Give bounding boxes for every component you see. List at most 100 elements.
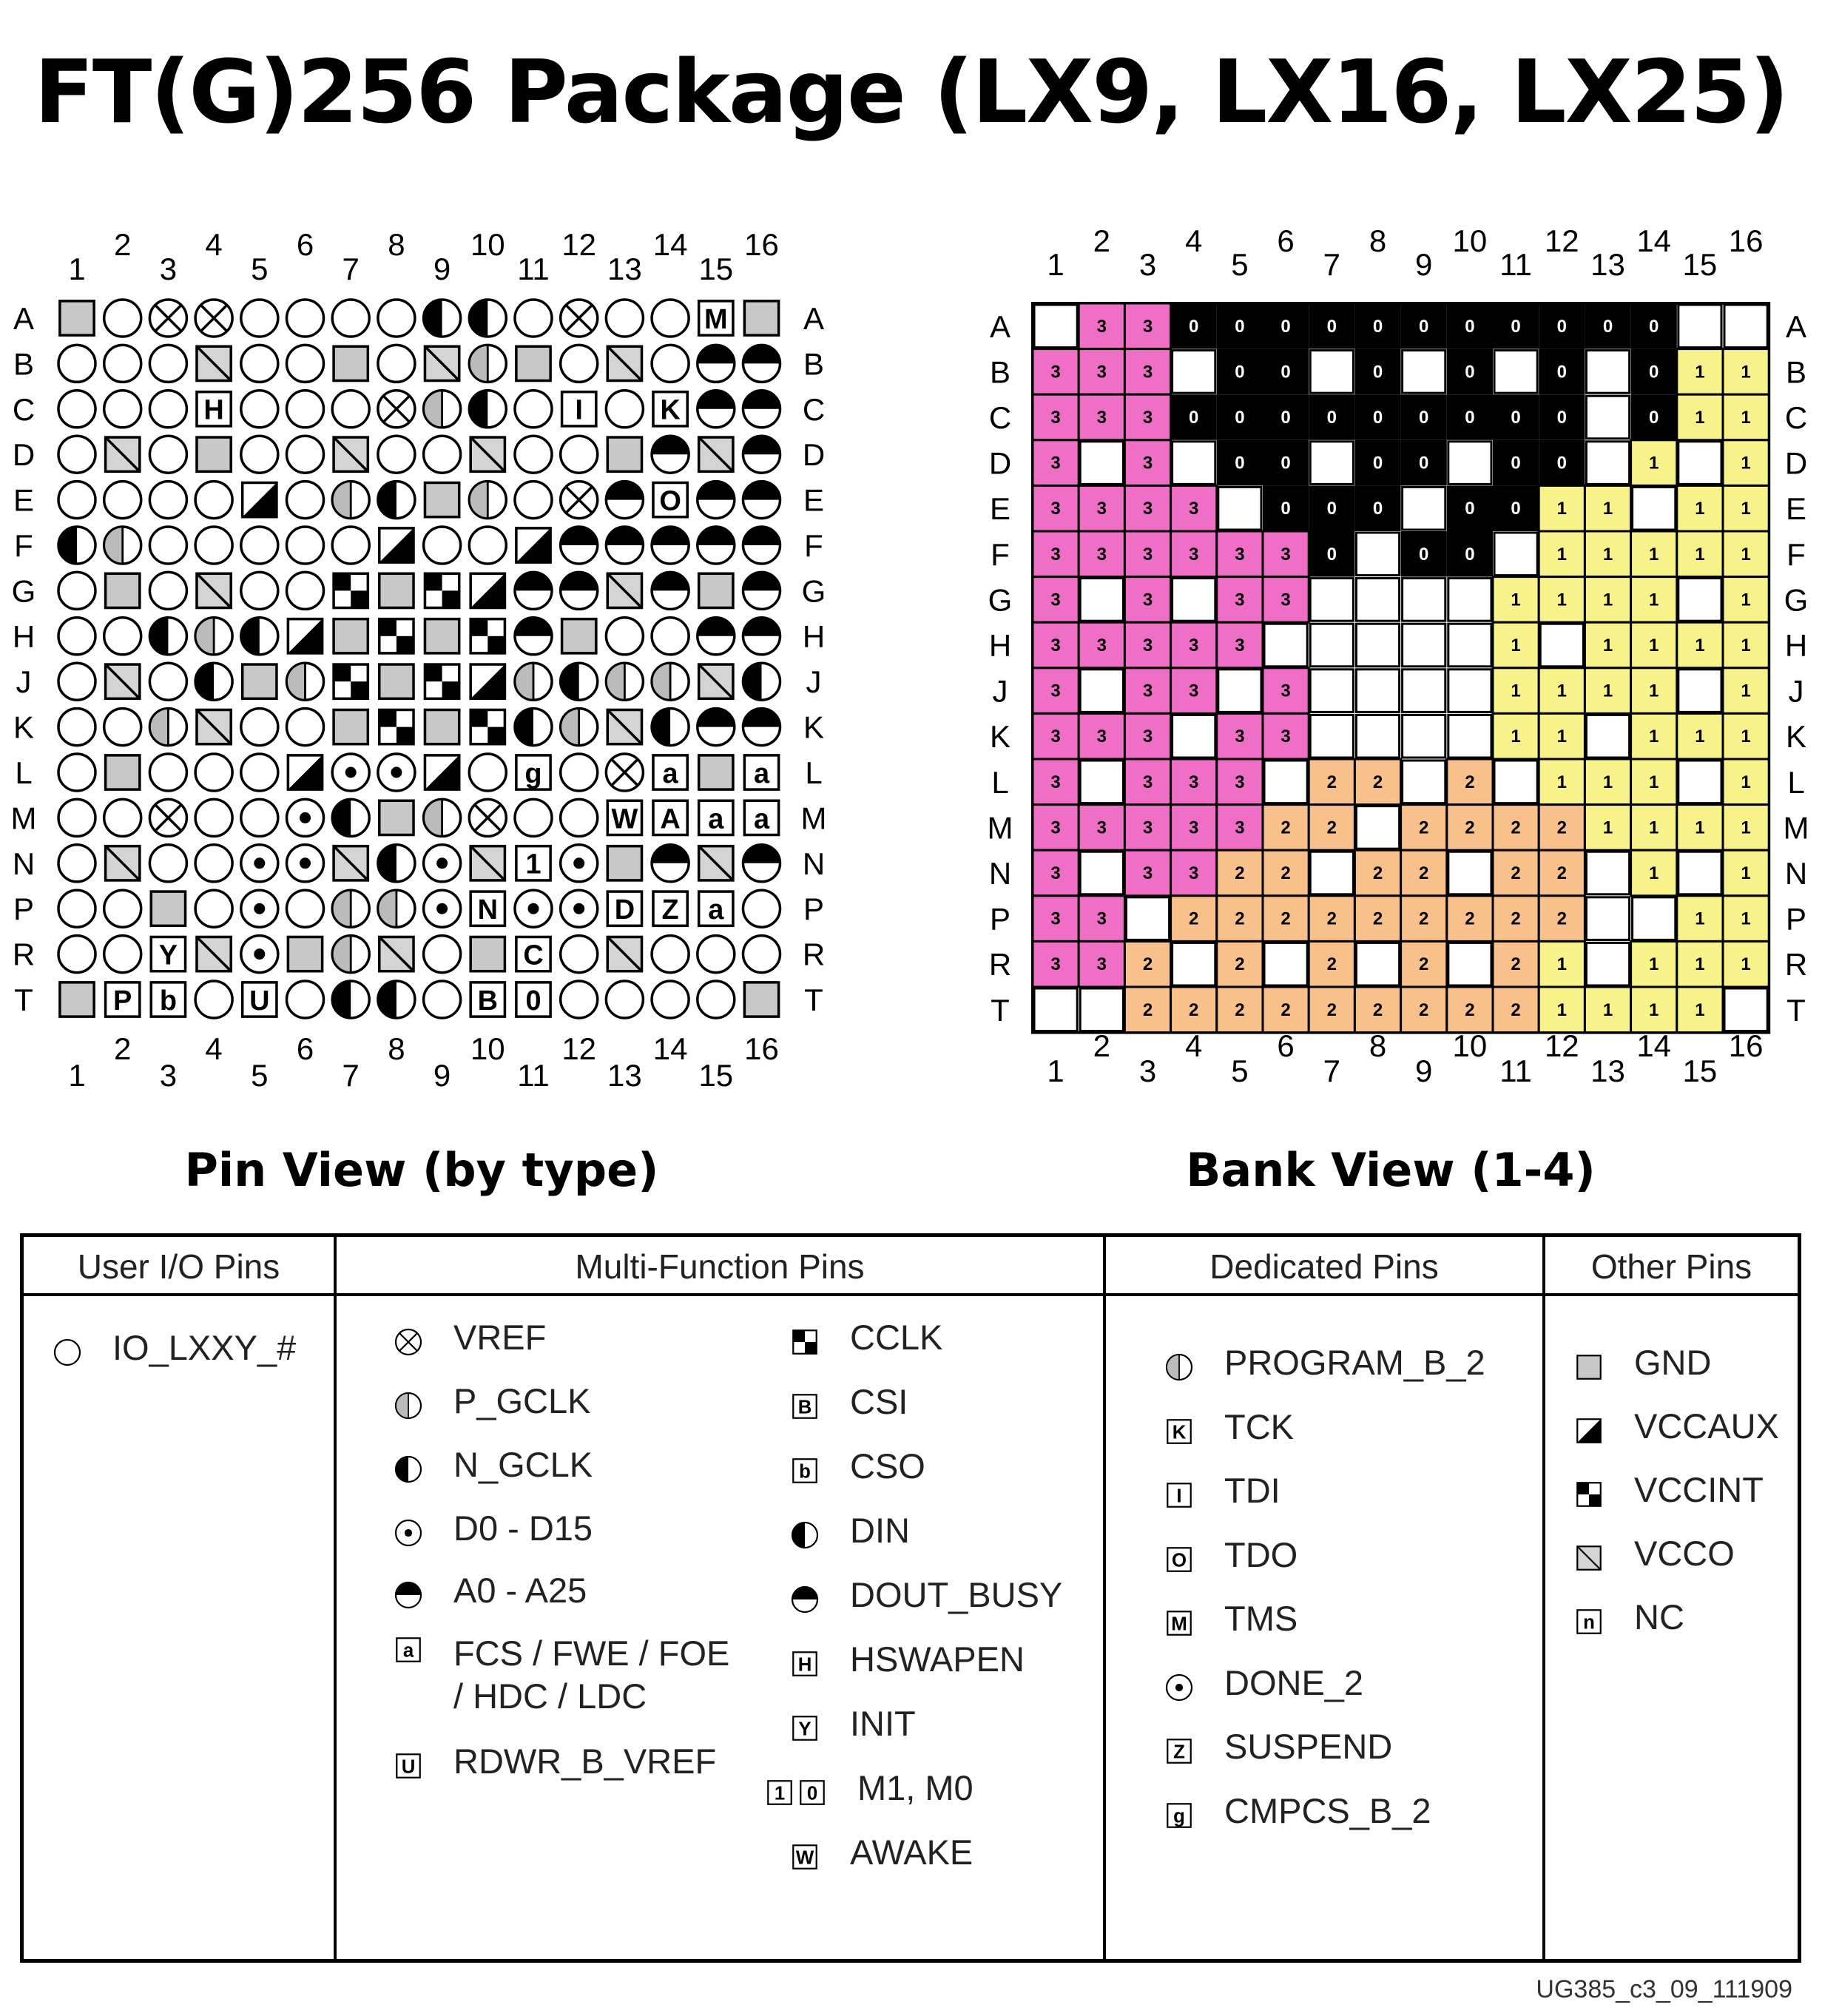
pin-row-label-left: F: [14, 528, 33, 563]
svg-text:1: 1: [1695, 408, 1704, 428]
bank-cell-H8: [1354, 622, 1401, 668]
legend-header-other: Other Pins: [1545, 1237, 1798, 1296]
svg-text:3: 3: [1097, 909, 1107, 929]
bank-cell-E13: 1: [1583, 484, 1633, 533]
svg-text:2: 2: [1465, 817, 1474, 837]
bank-cell-H10: [1447, 622, 1493, 668]
legend-item: Y INIT: [791, 1702, 916, 1746]
legend-item: VCCO: [1575, 1531, 1735, 1576]
svg-text:2: 2: [1419, 954, 1428, 974]
pin-N14: [650, 843, 690, 883]
pin-L6: [286, 754, 324, 791]
svg-text:0: 0: [1373, 408, 1383, 428]
svg-text:0: 0: [1281, 317, 1290, 337]
pin-col-label-top: 4: [205, 227, 222, 262]
pin-N11: 1: [515, 844, 552, 882]
pin-row-label-right: N: [803, 846, 825, 881]
svg-text:2: 2: [1419, 1000, 1428, 1020]
pin-E3: [148, 479, 189, 520]
svg-text:a: a: [708, 803, 724, 835]
svg-text:1: 1: [1557, 681, 1567, 701]
bank-cell-G13: 1: [1583, 576, 1633, 624]
pin-A5: [240, 298, 280, 338]
pin-B8: [377, 343, 416, 384]
pin-R9: [422, 934, 462, 974]
pin-K7: [332, 708, 370, 746]
pin-J9: [423, 663, 461, 701]
svg-text:2: 2: [1235, 863, 1244, 883]
bank-cell-J12: 1: [1537, 667, 1586, 715]
pin-K5: [240, 707, 280, 747]
pin-col-label-top: 1: [68, 252, 85, 286]
bank-cell-T7: 2: [1307, 985, 1356, 1034]
bank-cell-K11: 1: [1491, 712, 1540, 761]
svg-text:0: 0: [1465, 545, 1474, 564]
svg-text:3: 3: [1235, 636, 1244, 655]
svg-text:1: 1: [1695, 499, 1704, 519]
pin-L7: [331, 752, 371, 792]
pin-J5: [240, 663, 278, 701]
svg-text:0: 0: [1557, 408, 1567, 428]
pin-P7: [331, 889, 371, 928]
pin-G12: [559, 570, 599, 611]
pin-view-diagram: 1122334455667788991010111112121313141415…: [11, 227, 827, 1093]
legend-header-user-io: User I/O Pins: [24, 1237, 334, 1296]
bank-cell-D14: 1: [1630, 439, 1678, 487]
svg-text:2: 2: [1327, 817, 1337, 837]
pin-M1: [57, 798, 97, 838]
legend-symbol-icon: K: [1165, 1413, 1193, 1444]
bank-cell-T14: 1: [1630, 985, 1678, 1034]
pin-K9: [423, 708, 461, 746]
legend-symbol-icon: [1165, 1349, 1193, 1381]
svg-text:2: 2: [1465, 1000, 1474, 1020]
bank-cell-T8: 2: [1353, 985, 1403, 1034]
svg-text:3: 3: [1050, 545, 1060, 564]
bank-cell-N8: 2: [1353, 849, 1403, 897]
bank-cell-L9: [1401, 759, 1447, 805]
pin-L11: g: [515, 754, 552, 791]
legend-item: Z SUSPEND: [1165, 1725, 1392, 1769]
bank-cell-E7: 0: [1309, 485, 1355, 531]
bank-cell-K14: 1: [1630, 712, 1678, 761]
bank-cell-F12: 1: [1537, 530, 1586, 579]
pin-L3: [148, 752, 189, 792]
pin-C6: [285, 389, 325, 429]
legend-label: D0 - D15: [453, 1508, 593, 1548]
bank-cell-J1: 3: [1031, 667, 1080, 715]
pin-C14: K: [652, 390, 689, 428]
bank-cell-B15: 1: [1676, 348, 1724, 396]
bank-cell-D1: 3: [1031, 439, 1080, 487]
legend-label: INIT: [850, 1704, 916, 1743]
bank-row-label-left: R: [989, 947, 1011, 982]
legend-label: CSI: [850, 1382, 908, 1421]
pin-G14: [650, 570, 690, 611]
pin-T1: [58, 981, 95, 1018]
svg-text:1: 1: [1649, 954, 1659, 974]
pin-E14: O: [652, 481, 689, 519]
pin-col-label-top: 2: [114, 227, 131, 262]
legend-symbol-icon: 0: [798, 1774, 826, 1805]
bank-cell-H7: [1309, 622, 1354, 668]
pin-K12: [559, 707, 599, 747]
pin-E16: [741, 479, 782, 520]
bank-cell-J8: [1354, 668, 1401, 713]
svg-text:0: 0: [1281, 408, 1290, 428]
svg-text:1: 1: [1649, 772, 1659, 792]
bank-cell-R1: 3: [1031, 940, 1080, 988]
pin-N3: [148, 843, 189, 883]
pin-T7: [331, 980, 371, 1019]
pin-C1: [57, 389, 97, 429]
bank-cell-H5: 3: [1215, 621, 1264, 670]
pin-R5: [240, 934, 280, 974]
bank-cell-D6: 0: [1263, 439, 1309, 486]
bank-cell-B2: 3: [1077, 348, 1126, 396]
bank-cell-D8: 0: [1354, 439, 1401, 486]
pin-col-label-bottom: 8: [388, 1031, 405, 1066]
svg-text:1: 1: [1603, 772, 1613, 792]
bank-cell-M10: 2: [1445, 803, 1494, 852]
pin-col-label-bottom: 3: [160, 1058, 177, 1093]
bank-cell-R7: 2: [1307, 940, 1356, 988]
pin-M3: [148, 798, 189, 838]
pin-T4: [194, 980, 234, 1019]
svg-text:a: a: [754, 758, 770, 789]
